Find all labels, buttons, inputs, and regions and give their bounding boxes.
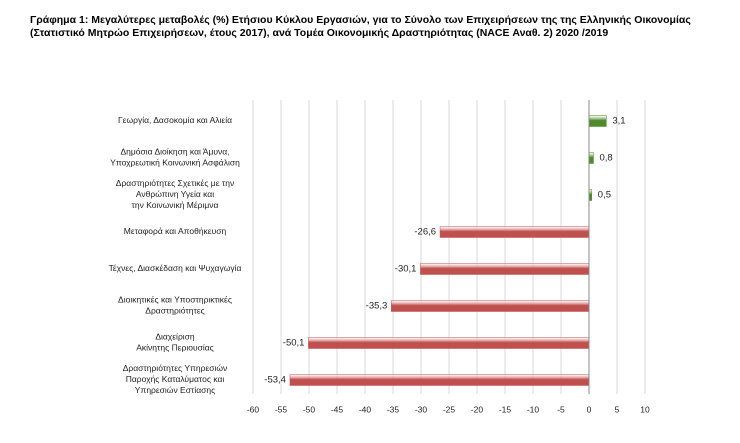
x-tick-label: -45 (331, 404, 344, 414)
y-tick-label-line: Υπηρεσιών Εστίασης (135, 385, 215, 395)
y-tick-label: Δημόσια Διοίκηση και Άμυνα, Υποχρεωτική Κ… (110, 147, 240, 168)
y-tick-label-line: Δραστηριότητες Σχετικές με την (116, 178, 234, 188)
y-tick-label-line: την Κοινωνική Μέριμνα (132, 200, 219, 210)
x-tick-label: -50 (303, 404, 316, 414)
y-tick-label-line: Δραστηριότητες (145, 306, 204, 316)
x-tick-label: -25 (443, 404, 456, 414)
value-label: 3,1 (612, 116, 625, 127)
x-tick-label: -5 (557, 404, 565, 414)
y-tick-label-line: Υποχρεωτική Κοινωνική Ασφάλιση (110, 158, 240, 168)
y-tick-label-line: Μεταφορά και Αποθήκευση (124, 226, 227, 236)
x-tick-label: 5 (615, 404, 620, 414)
y-tick-label-line: Παροχής Καταλύματος και (126, 374, 225, 384)
x-tick-label: -60 (247, 404, 260, 414)
y-tick-label-line: Διοικητικές και Υποστηρικτικές (118, 295, 232, 305)
bar (391, 300, 590, 312)
y-tick-label-line: Ακίνητης Περιουσίας (136, 343, 214, 353)
x-tick-label: -15 (499, 404, 512, 414)
value-label: -35,3 (366, 301, 388, 312)
bar (308, 337, 590, 349)
value-label: -53,4 (264, 375, 286, 386)
x-tick-label: -10 (527, 404, 540, 414)
value-label: -30,1 (395, 264, 417, 275)
x-tick-label: -40 (359, 404, 372, 414)
y-tick-label: Δραστηριότητες Σχετικές με την Ανθρώπινη … (116, 178, 234, 210)
bar (588, 152, 594, 164)
y-tick-label: Δραστηριότητες Υπηρεσιών Παροχής Καταλύμα… (123, 363, 228, 395)
bar (289, 374, 590, 386)
y-tick-label: Μεταφορά και Αποθήκευση (124, 226, 227, 236)
y-tick-label: Διοικητικές και Υποστηρικτικές Δραστηριότ… (118, 295, 232, 316)
x-tick-label: 10 (640, 404, 650, 414)
x-tick-label: -55 (275, 404, 288, 414)
x-tick-label: 0 (587, 404, 592, 414)
bar (588, 115, 607, 127)
y-tick-label-line: Διαχείριση (155, 332, 195, 342)
x-tick-label: -35 (387, 404, 400, 414)
y-tick-label: Τέχνες, Διασκέδαση και Ψυχαγωγία (109, 263, 242, 273)
y-tick-label: Γεωργία, Δασοκομία και Αλιεία (118, 115, 232, 125)
y-tick-label-line: Ανθρώπινη Υγεία και (136, 189, 214, 199)
y-tick-label-line: Δημόσια Διοίκηση και Άμυνα, (120, 147, 229, 157)
value-label: -26,6 (414, 227, 436, 238)
y-tick-label-line: Δραστηριότητες Υπηρεσιών (123, 363, 228, 373)
value-label: -50,1 (283, 338, 305, 349)
chart-title: Γράφημα 1: Μεγαλύτερες μεταβολές (%) Ετή… (30, 14, 691, 39)
value-label: 0,5 (598, 190, 611, 201)
value-label: 0,8 (599, 153, 612, 164)
bar (420, 263, 590, 275)
y-tick-label-line: Γεωργία, Δασοκομία και Αλιεία (118, 115, 232, 125)
x-tick-label: -20 (471, 404, 484, 414)
y-tick-label-line: Τέχνες, Διασκέδαση και Ψυχαγωγία (109, 263, 242, 273)
x-tick-label: -30 (415, 404, 428, 414)
bar (439, 226, 590, 238)
y-tick-label: Διαχείριση Ακίνητης Περιουσίας (136, 332, 214, 353)
